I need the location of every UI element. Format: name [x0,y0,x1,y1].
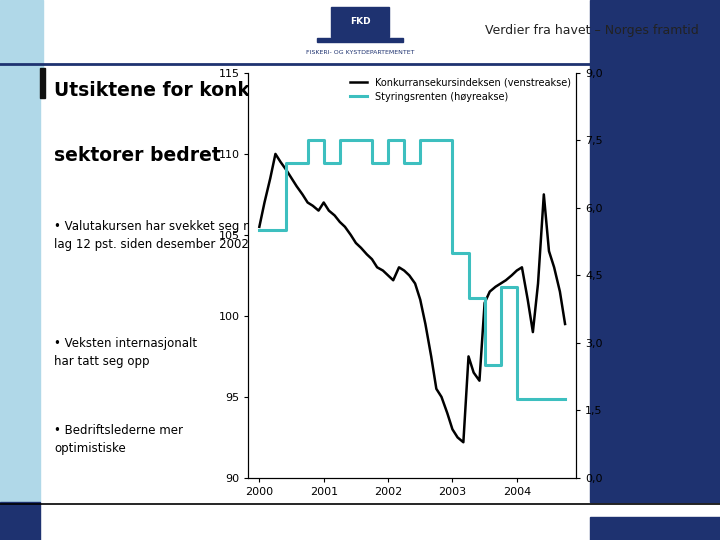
Bar [40,68,45,98]
Bar [317,38,403,42]
Text: FISKERI- OG KYSTDEPARTEMENTET: FISKERI- OG KYSTDEPARTEMENTET [306,50,414,55]
Text: • Bedriftslederne mer
optimistiske: • Bedriftslederne mer optimistiske [54,424,183,455]
Text: Utsiktene for konkurranseutsatt: Utsiktene for konkurranseutsatt [54,80,395,99]
Text: FKD: FKD [350,17,370,26]
Bar [590,68,720,502]
Bar [590,517,720,540]
Bar [331,6,389,37]
Bar [590,0,720,68]
Text: Verdier fra havet – Norges framtid: Verdier fra havet – Norges framtid [485,24,698,37]
Bar [0,502,40,540]
Bar [0,68,40,502]
Text: sektorer bedret: sektorer bedret [54,146,221,165]
Bar [0,0,43,68]
Text: Rente og kronekurs: Rente og kronekurs [361,80,503,96]
Text: • Valutakursen har svekket seg med om
lag 12 pst. siden desember 2002: • Valutakursen har svekket seg med om la… [54,220,292,251]
Legend: Konkurransekursindeksen (venstreakse), Styringsrenten (høyreakse): Konkurransekursindeksen (venstreakse), S… [350,78,571,102]
Text: • Veksten internasjonalt
har tatt seg opp: • Veksten internasjonalt har tatt seg op… [54,337,197,368]
